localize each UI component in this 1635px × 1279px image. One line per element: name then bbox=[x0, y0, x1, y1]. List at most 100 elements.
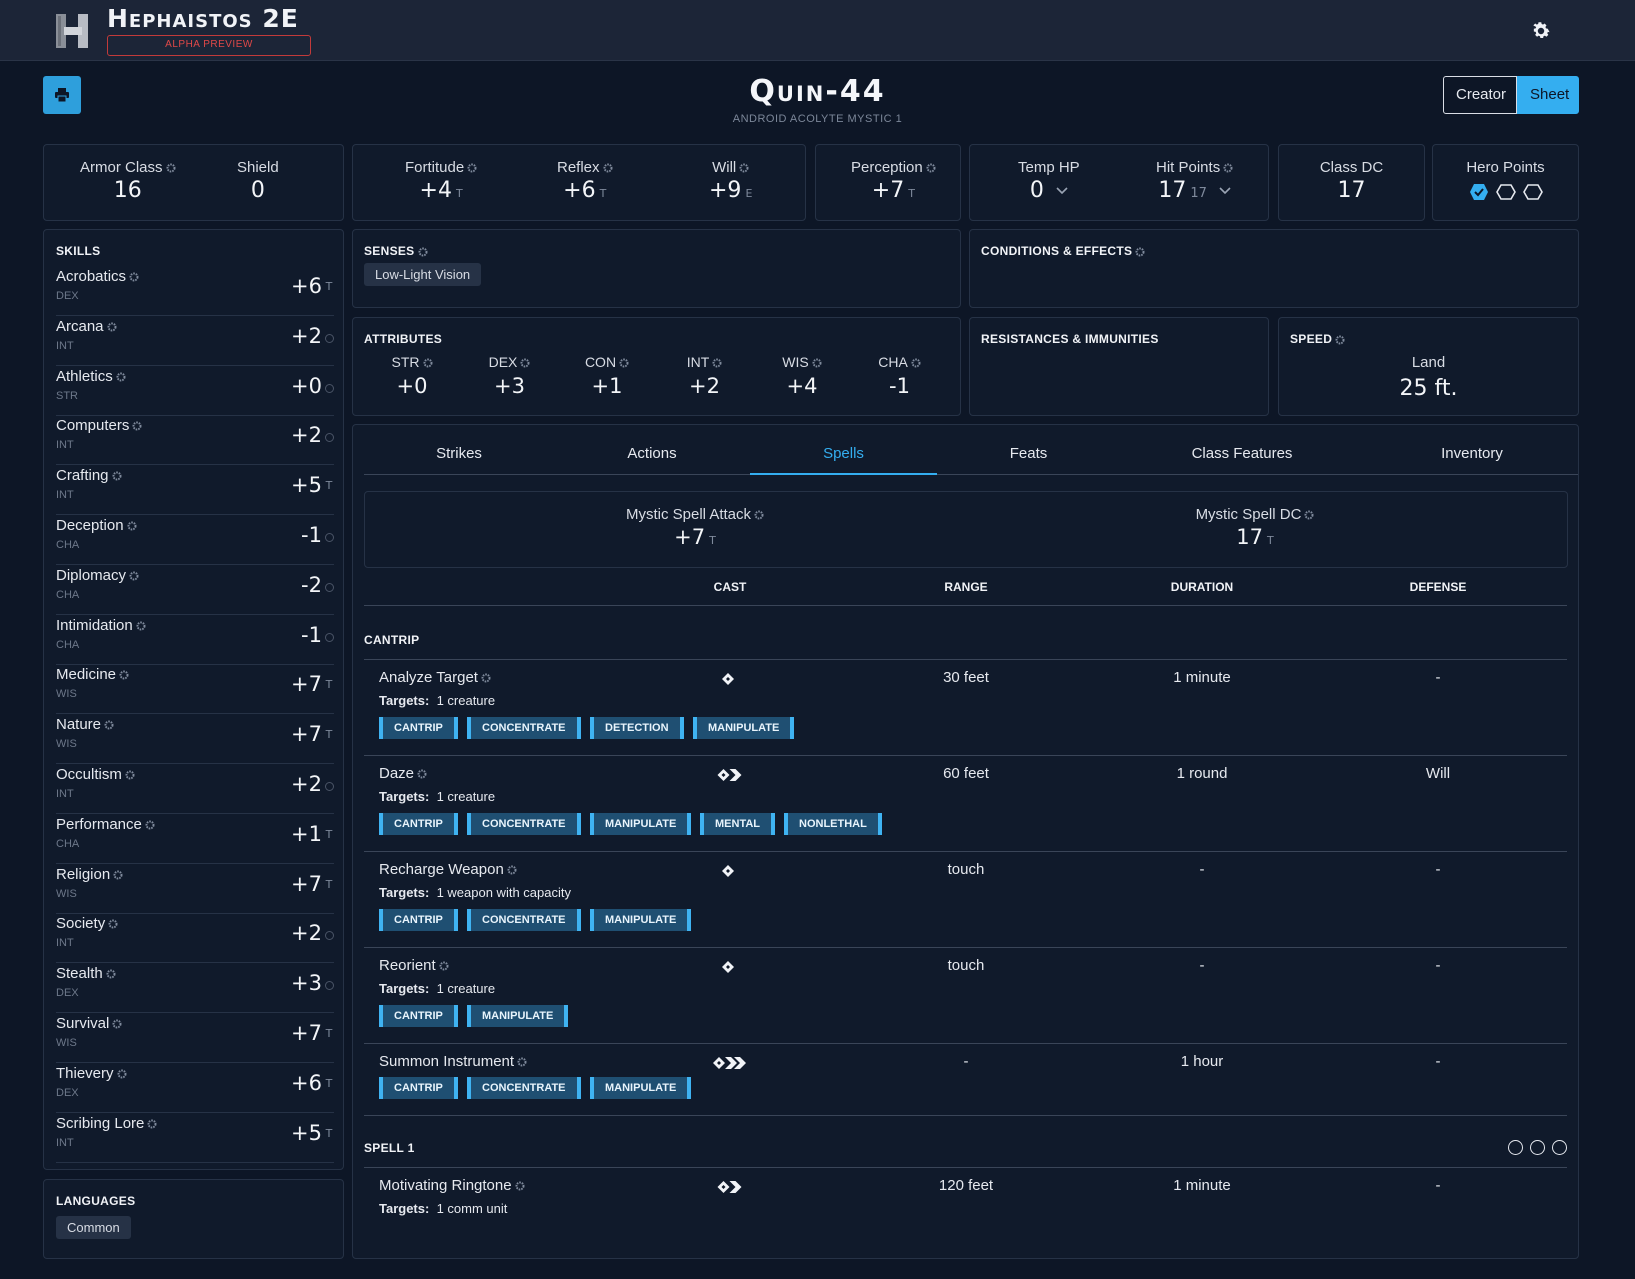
trait-tag[interactable]: CONCENTRATE bbox=[467, 909, 581, 931]
gear-icon[interactable] bbox=[619, 358, 629, 368]
gear-icon[interactable] bbox=[603, 163, 613, 173]
print-button[interactable] bbox=[43, 76, 81, 114]
gear-icon[interactable] bbox=[112, 471, 122, 481]
spell-name[interactable]: Analyze Target bbox=[379, 669, 491, 686]
gear-icon[interactable] bbox=[166, 163, 176, 173]
gear-icon[interactable] bbox=[439, 961, 449, 971]
skill-row[interactable]: Stealth DEX +3 bbox=[56, 963, 334, 1014]
spell-slot-circle-icon[interactable] bbox=[1508, 1140, 1523, 1155]
gear-icon[interactable] bbox=[481, 673, 491, 683]
gear-icon[interactable] bbox=[712, 358, 722, 368]
skill-row[interactable]: Survival WIS +7 T bbox=[56, 1013, 334, 1063]
gear-icon[interactable] bbox=[1304, 510, 1314, 520]
save-will[interactable]: Will +9 E bbox=[709, 159, 752, 203]
trait-tag[interactable]: CONCENTRATE bbox=[467, 1077, 581, 1099]
gear-icon[interactable] bbox=[125, 770, 135, 780]
spell-name[interactable]: Summon Instrument bbox=[379, 1053, 527, 1070]
spell-name[interactable]: Daze bbox=[379, 765, 427, 782]
skill-row[interactable]: Nature WIS +7 T bbox=[56, 714, 334, 765]
attribute-str[interactable]: STR +0 bbox=[377, 354, 447, 398]
spell-slot-circle-icon[interactable] bbox=[1530, 1140, 1545, 1155]
trait-tag[interactable]: CONCENTRATE bbox=[467, 717, 581, 739]
gear-icon[interactable] bbox=[418, 247, 428, 257]
attribute-int[interactable]: INT +2 bbox=[670, 354, 740, 398]
trait-tag[interactable]: CANTRIP bbox=[379, 1005, 458, 1027]
gear-icon[interactable] bbox=[145, 820, 155, 830]
spell-slot-circle-icon[interactable] bbox=[1552, 1140, 1567, 1155]
gear-icon[interactable] bbox=[107, 322, 117, 332]
skill-row[interactable]: Scribing Lore INT +5 T bbox=[56, 1113, 334, 1163]
gear-icon[interactable] bbox=[108, 919, 118, 929]
tab-strikes[interactable]: Strikes bbox=[436, 445, 482, 462]
gear-icon[interactable] bbox=[147, 1119, 157, 1129]
hephaistos-logo-icon[interactable] bbox=[56, 12, 92, 50]
skill-row[interactable]: Computers INT +2 bbox=[56, 415, 334, 466]
gear-icon[interactable] bbox=[467, 163, 477, 173]
trait-tag[interactable]: CONCENTRATE bbox=[467, 813, 581, 835]
tab-inventory[interactable]: Inventory bbox=[1441, 445, 1503, 462]
creator-mode-button[interactable]: Creator bbox=[1443, 76, 1517, 114]
gear-icon[interactable] bbox=[754, 510, 764, 520]
hero-point-filled-icon[interactable] bbox=[1469, 182, 1489, 202]
trait-tag[interactable]: MANIPULATE bbox=[693, 717, 795, 739]
gear-icon[interactable] bbox=[119, 670, 129, 680]
gear-icon[interactable] bbox=[739, 163, 749, 173]
perception-stat[interactable]: Perception +7 T bbox=[851, 159, 936, 203]
attribute-wis[interactable]: WIS +4 bbox=[767, 354, 837, 398]
skill-row[interactable]: Thievery DEX +6 T bbox=[56, 1063, 334, 1113]
skill-row[interactable]: Deception CHA -1 bbox=[56, 515, 334, 565]
skill-row[interactable]: Religion WIS +7 T bbox=[56, 864, 334, 914]
trait-tag[interactable]: MENTAL bbox=[700, 813, 776, 835]
spell-dc-stat[interactable]: Mystic Spell DC 17 T bbox=[1125, 506, 1385, 549]
spell-name[interactable]: Motivating Ringtone bbox=[379, 1177, 525, 1194]
trait-tag[interactable]: CANTRIP bbox=[379, 717, 458, 739]
gear-icon[interactable] bbox=[104, 720, 114, 730]
gear-icon[interactable] bbox=[1223, 163, 1233, 173]
skill-row[interactable]: Athletics STR +0 bbox=[56, 366, 334, 416]
gear-icon[interactable] bbox=[520, 358, 530, 368]
skill-row[interactable]: Crafting INT +5 T bbox=[56, 465, 334, 516]
trait-tag[interactable]: MANIPULATE bbox=[467, 1005, 569, 1027]
sense-chip[interactable]: Low-Light Vision bbox=[364, 263, 482, 286]
settings-gear-icon[interactable] bbox=[1530, 20, 1552, 42]
chevron-down-icon[interactable] bbox=[1056, 187, 1068, 195]
gear-icon[interactable] bbox=[507, 865, 517, 875]
gear-icon[interactable] bbox=[517, 1057, 527, 1067]
skill-row[interactable]: Arcana INT +2 bbox=[56, 316, 334, 366]
gear-icon[interactable] bbox=[129, 571, 139, 581]
shield-stat[interactable]: Shield 0 bbox=[237, 159, 279, 203]
gear-icon[interactable] bbox=[136, 621, 146, 631]
attribute-con[interactable]: CON +1 bbox=[572, 354, 642, 398]
trait-tag[interactable]: CANTRIP bbox=[379, 909, 458, 931]
trait-tag[interactable]: CANTRIP bbox=[379, 1077, 458, 1099]
gear-icon[interactable] bbox=[113, 870, 123, 880]
gear-icon[interactable] bbox=[117, 1069, 127, 1079]
trait-tag[interactable]: MANIPULATE bbox=[590, 909, 692, 931]
skill-row[interactable]: Occultism INT +2 bbox=[56, 764, 334, 814]
gear-icon[interactable] bbox=[417, 769, 427, 779]
spell-name[interactable]: Reorient bbox=[379, 957, 449, 974]
gear-icon[interactable] bbox=[116, 372, 126, 382]
gear-icon[interactable] bbox=[127, 521, 137, 531]
gear-icon[interactable] bbox=[132, 421, 142, 431]
gear-icon[interactable] bbox=[812, 358, 822, 368]
skill-row[interactable]: Intimidation CHA -1 bbox=[56, 615, 334, 665]
skill-row[interactable]: Performance CHA +1 T bbox=[56, 814, 334, 864]
attribute-dex[interactable]: DEX +3 bbox=[475, 354, 545, 398]
hero-point-empty-icon[interactable] bbox=[1522, 182, 1543, 202]
save-fortitude[interactable]: Fortitude +4 T bbox=[405, 159, 477, 203]
trait-tag[interactable]: MANIPULATE bbox=[590, 1077, 692, 1099]
hero-point-empty-icon[interactable] bbox=[1495, 182, 1516, 202]
gear-icon[interactable] bbox=[129, 272, 139, 282]
skill-row[interactable]: Society INT +2 bbox=[56, 913, 334, 964]
trait-tag[interactable]: MANIPULATE bbox=[590, 813, 692, 835]
gear-icon[interactable] bbox=[911, 358, 921, 368]
tab-class-features[interactable]: Class Features bbox=[1191, 445, 1293, 462]
temp-hp-stat[interactable]: Temp HP 0 bbox=[1018, 159, 1080, 203]
save-reflex[interactable]: Reflex +6 T bbox=[557, 159, 613, 203]
hit-points-stat[interactable]: Hit Points 17 17 bbox=[1156, 159, 1233, 203]
tab-actions[interactable]: Actions bbox=[627, 445, 677, 462]
skill-row[interactable]: Diplomacy CHA -2 bbox=[56, 565, 334, 615]
skill-row[interactable]: Acrobatics DEX +6 T bbox=[56, 266, 334, 316]
trait-tag[interactable]: CANTRIP bbox=[379, 813, 458, 835]
